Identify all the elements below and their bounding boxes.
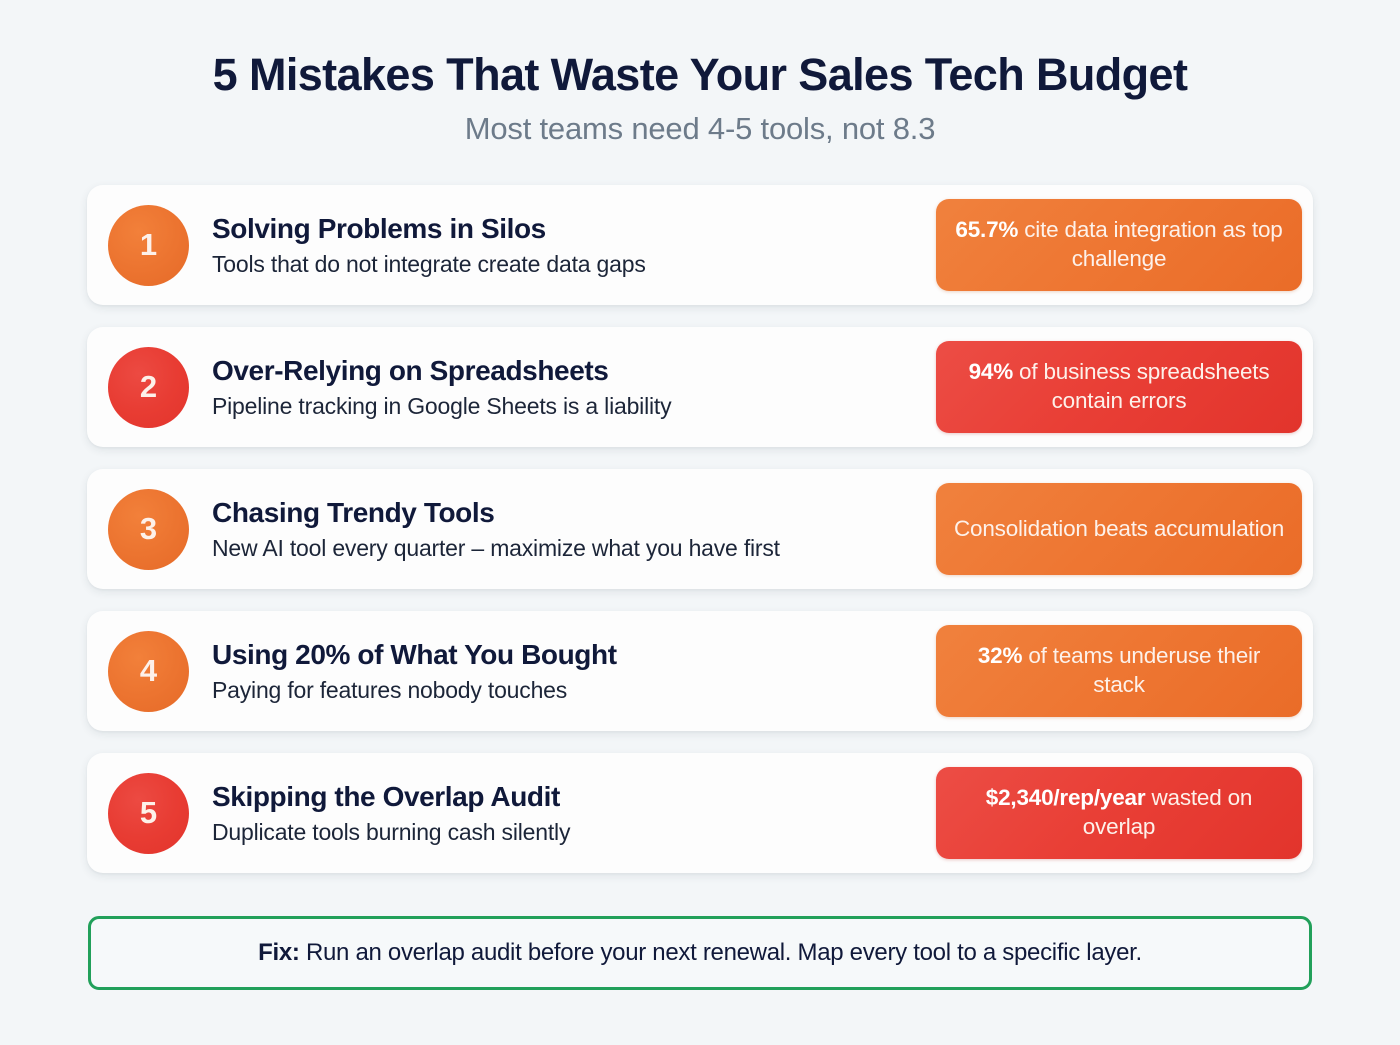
mistake-title: Over-Relying on Spreadsheets xyxy=(212,354,609,386)
mistake-description: Tools that do not integrate create data … xyxy=(212,250,646,277)
mistake-stat-badge: $2,340/rep/year wasted on overlap xyxy=(936,767,1302,859)
mistake-number-circle: 3 xyxy=(108,488,189,570)
mistake-stat-text: cite data integration as top challenge xyxy=(1018,217,1283,271)
mistake-card: 4 Using 20% of What You Bought Paying for … xyxy=(87,611,1313,731)
mistake-stat-highlight: 65.7% xyxy=(955,217,1019,243)
mistake-stat-content: 32% of teams underuse their stack xyxy=(952,642,1286,700)
mistake-title: Chasing Trendy Tools xyxy=(212,496,495,528)
mistake-stat-highlight: $2,340/rep/year xyxy=(985,785,1146,811)
mistake-number-circle: 4 xyxy=(108,630,189,712)
mistake-stat-content: $2,340/rep/year wasted on overlap xyxy=(952,784,1286,842)
mistake-stat-highlight: 32% xyxy=(977,643,1023,669)
mistake-stat-content: 94% of business spreadsheets contain err… xyxy=(952,358,1286,416)
mistake-stat-text: wasted on overlap xyxy=(1082,785,1253,839)
fix-label: Fix: xyxy=(258,938,300,966)
page-title: 5 Mistakes That Waste Your Sales Tech Bu… xyxy=(212,49,1188,100)
mistake-text-block: Solving Problems in Silos Tools that do n… xyxy=(189,212,936,279)
mistake-number-circle: 2 xyxy=(108,346,189,428)
page-subtitle: Most teams need 4-5 tools, not 8.3 xyxy=(464,111,936,147)
header: 5 Mistakes That Waste Your Sales Tech Bu… xyxy=(0,0,1400,147)
mistake-description: Pipeline tracking in Google Sheets is a … xyxy=(212,392,672,419)
mistake-text-block: Using 20% of What You Bought Paying for f… xyxy=(189,638,936,705)
mistake-title: Skipping the Overlap Audit xyxy=(212,780,560,812)
mistakes-list: 1 Solving Problems in Silos Tools that do … xyxy=(87,185,1313,873)
mistake-stat-text: of business spreadsheets contain errors xyxy=(1013,359,1270,413)
mistake-stat-badge: Consolidation beats accumulation xyxy=(936,483,1302,575)
mistake-card: 5 Skipping the Overlap Audit Duplicate too… xyxy=(87,753,1313,873)
mistake-number-circle: 5 xyxy=(108,772,189,854)
mistake-description: Paying for features nobody touches xyxy=(212,676,568,703)
mistake-stat-content: 65.7% cite data integration as top chall… xyxy=(952,216,1286,274)
mistake-card: 1 Solving Problems in Silos Tools that do … xyxy=(87,185,1313,305)
mistake-number-circle: 1 xyxy=(108,204,189,286)
mistake-stat-badge: 94% of business spreadsheets contain err… xyxy=(936,341,1302,433)
mistake-stat-text: Consolidation beats accumulation xyxy=(953,515,1285,541)
mistake-description: Duplicate tools burning cash silently xyxy=(212,818,571,845)
mistake-card: 2 Over-Relying on Spreadsheets Pipeline tr… xyxy=(87,327,1313,447)
mistake-card: 3 Chasing Trendy Tools New AI tool every q… xyxy=(87,469,1313,589)
mistake-title: Solving Problems in Silos xyxy=(212,212,546,244)
mistake-stat-badge: 65.7% cite data integration as top chall… xyxy=(936,199,1302,291)
fix-callout-box: Fix: Run an overlap audit before your ne… xyxy=(88,916,1312,990)
mistake-text-block: Chasing Trendy Tools New AI tool every qu… xyxy=(189,496,936,563)
mistake-text-block: Over-Relying on Spreadsheets Pipeline tra… xyxy=(189,354,936,421)
mistake-title: Using 20% of What You Bought xyxy=(212,638,617,670)
mistake-stat-text: of teams underuse their stack xyxy=(1022,643,1261,697)
mistake-description: New AI tool every quarter – maximize wha… xyxy=(212,534,780,561)
fix-body: Run an overlap audit before your next re… xyxy=(299,938,1142,966)
mistake-stat-badge: 32% of teams underuse their stack xyxy=(936,625,1302,717)
mistake-stat-highlight: 94% xyxy=(968,359,1014,385)
mistake-text-block: Skipping the Overlap Audit Duplicate tool… xyxy=(189,780,936,847)
fix-callout-text: Fix: Run an overlap audit before your ne… xyxy=(258,939,1142,968)
mistake-stat-content: Consolidation beats accumulation xyxy=(954,515,1284,544)
